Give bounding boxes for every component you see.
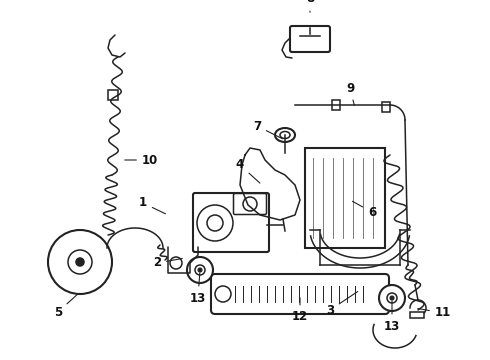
Circle shape	[198, 268, 202, 272]
Bar	[108, 90, 118, 100]
Text: 10: 10	[125, 153, 158, 166]
Text: 4: 4	[236, 158, 260, 183]
FancyBboxPatch shape	[234, 194, 267, 215]
Text: 5: 5	[54, 294, 78, 319]
Ellipse shape	[275, 128, 295, 142]
Circle shape	[207, 215, 223, 231]
Circle shape	[243, 197, 257, 211]
Circle shape	[48, 230, 112, 294]
Circle shape	[379, 285, 405, 311]
Text: 3: 3	[326, 292, 358, 316]
Text: 13: 13	[190, 273, 206, 305]
Text: 8: 8	[306, 0, 314, 12]
Circle shape	[68, 250, 92, 274]
Text: 12: 12	[292, 298, 308, 324]
Text: 11: 11	[418, 306, 451, 320]
FancyBboxPatch shape	[290, 26, 330, 52]
Text: 7: 7	[253, 120, 283, 139]
Circle shape	[215, 286, 231, 302]
Bar	[385, 289, 399, 299]
Text: 1: 1	[139, 197, 166, 214]
Bar	[410, 312, 424, 318]
Bar	[382, 102, 390, 112]
Text: 2: 2	[153, 256, 182, 270]
Bar	[305, 148, 385, 248]
Bar	[332, 100, 340, 110]
FancyBboxPatch shape	[193, 193, 269, 252]
Circle shape	[197, 205, 233, 241]
Text: 13: 13	[384, 301, 400, 333]
Circle shape	[76, 258, 84, 266]
Circle shape	[187, 257, 213, 283]
Circle shape	[195, 265, 205, 275]
Circle shape	[390, 296, 394, 300]
Circle shape	[387, 293, 397, 303]
FancyBboxPatch shape	[211, 274, 389, 314]
Ellipse shape	[280, 131, 290, 139]
Circle shape	[170, 257, 182, 269]
Text: 6: 6	[352, 201, 376, 219]
Text: 9: 9	[346, 81, 354, 105]
